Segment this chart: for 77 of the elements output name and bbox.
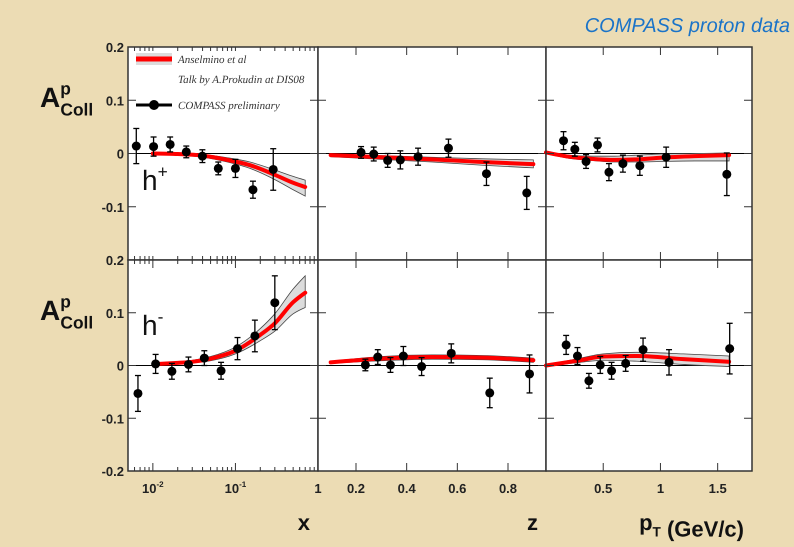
x-tick-label: 10$^{-1}$ — [224, 480, 247, 496]
point — [151, 359, 160, 368]
point — [360, 360, 370, 370]
point — [596, 360, 605, 370]
legend-label: COMPASS preliminary — [178, 100, 280, 112]
chart-title: COMPASS proton data — [584, 15, 790, 37]
point — [214, 164, 223, 173]
x-axis-title: z — [527, 510, 538, 535]
point — [248, 185, 258, 194]
point — [570, 144, 580, 154]
point — [198, 152, 207, 161]
y-tick-label: -0.1 — [102, 411, 124, 426]
x-axis-title: p$_{T}$ (GeV/c) — [639, 510, 744, 542]
x-tick-label: 1.5 — [708, 481, 727, 496]
y-tick-label: 0.2 — [106, 253, 124, 268]
point — [133, 388, 142, 398]
point — [604, 168, 614, 177]
point — [386, 360, 395, 370]
x-axis-title: x — [298, 510, 311, 535]
point — [166, 140, 175, 149]
point — [582, 156, 591, 166]
y-tick-label: 0.1 — [106, 93, 124, 108]
x-tick-label: 1 — [656, 481, 664, 496]
point — [722, 170, 732, 179]
point — [216, 366, 226, 376]
point — [618, 159, 628, 168]
point — [485, 388, 494, 398]
point — [184, 360, 193, 369]
x-tick-label: 10$^{-2}$ — [142, 480, 164, 496]
point — [396, 155, 405, 164]
point — [233, 344, 242, 354]
annotation: h$^{-}$ — [142, 306, 164, 341]
y-tick-label: -0.1 — [102, 200, 124, 215]
point — [482, 169, 491, 178]
point — [621, 358, 630, 368]
y-tick-label: 0.1 — [106, 306, 124, 321]
point — [383, 156, 392, 165]
point — [414, 152, 423, 162]
y-tick-label: 0 — [116, 146, 124, 162]
y-tick-label: 0.2 — [106, 40, 124, 55]
point — [522, 188, 532, 198]
annotation: h$^{+}$ — [142, 161, 168, 196]
x-tick-label: 0.2 — [346, 481, 366, 496]
point — [167, 366, 176, 376]
point — [250, 331, 260, 340]
point — [149, 142, 158, 152]
point — [725, 344, 734, 354]
point — [369, 150, 378, 159]
y-tick-label: -0.2 — [102, 464, 124, 479]
point — [572, 352, 582, 361]
point — [593, 140, 602, 150]
point — [373, 352, 382, 362]
point — [446, 348, 456, 358]
point — [584, 376, 594, 386]
x-tick-label: 0.8 — [498, 481, 518, 496]
point — [607, 366, 616, 376]
legend-label: Anselmino et al Talk by A.Prokudin at DIS08 — [177, 54, 305, 86]
point — [398, 352, 408, 361]
x-tick-label: 0.6 — [448, 481, 466, 496]
point — [356, 148, 366, 157]
point — [638, 345, 648, 354]
point — [230, 164, 240, 173]
point — [132, 142, 141, 151]
y-tick-label: 0 — [116, 358, 124, 374]
x-tick-label: 0.4 — [398, 481, 416, 496]
point — [182, 147, 191, 156]
point — [200, 354, 209, 363]
point — [417, 362, 426, 372]
x-tick-label: 1 — [314, 481, 322, 496]
point — [664, 358, 674, 367]
point — [635, 161, 644, 170]
point — [562, 340, 571, 350]
x-tick-label: 0.5 — [594, 481, 612, 496]
point — [662, 152, 671, 162]
point — [559, 136, 568, 146]
point — [525, 369, 534, 378]
point — [444, 144, 453, 153]
